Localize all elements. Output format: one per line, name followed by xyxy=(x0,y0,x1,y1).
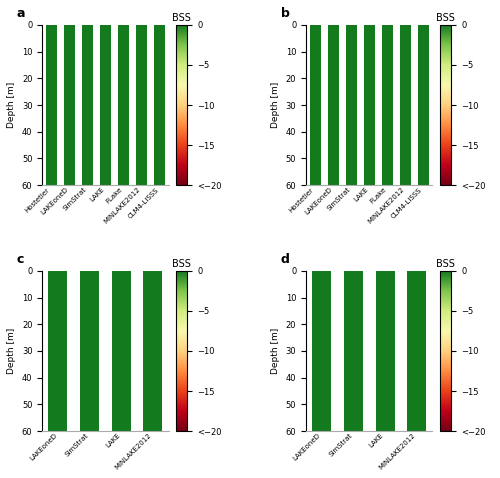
Y-axis label: Depth [m]: Depth [m] xyxy=(8,82,16,128)
Y-axis label: Depth [m]: Depth [m] xyxy=(271,82,280,128)
Text: b: b xyxy=(281,7,289,20)
Text: a: a xyxy=(17,7,25,20)
Y-axis label: Depth [m]: Depth [m] xyxy=(8,328,16,374)
Text: d: d xyxy=(281,253,289,266)
Text: c: c xyxy=(17,253,24,266)
Y-axis label: Depth [m]: Depth [m] xyxy=(271,328,280,374)
